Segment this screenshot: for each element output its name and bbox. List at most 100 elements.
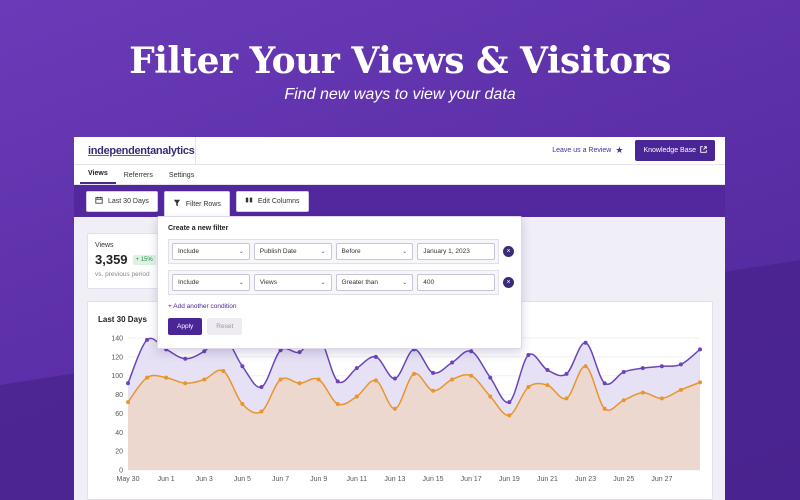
chevron-down-icon: ⌄ xyxy=(238,249,244,255)
chevron-down-icon: ⌄ xyxy=(402,249,408,255)
data-point xyxy=(354,366,359,371)
data-point xyxy=(659,364,664,369)
filter-panel-title: Create a new filter xyxy=(168,225,229,232)
app-window: independent analytics Leave us a Review … xyxy=(74,137,725,500)
chevron-down-icon: ⌄ xyxy=(320,249,326,255)
y-tick-label: 0 xyxy=(119,468,123,475)
x-tick-label: Jun 15 xyxy=(423,476,444,483)
data-point xyxy=(278,348,283,353)
x-tick-label: Jun 3 xyxy=(196,476,213,483)
data-point xyxy=(583,364,588,369)
column-select[interactable]: Views ⌄ xyxy=(253,274,332,291)
data-point xyxy=(602,381,607,386)
data-point xyxy=(659,396,664,401)
filter-actions: Apply Reset xyxy=(168,318,511,335)
hero-subtitle: Find new ways to view your data xyxy=(284,86,516,103)
data-point xyxy=(392,376,397,381)
toolbar: Last 30 Days Filter Rows Edit Columns xyxy=(74,185,725,217)
stat-value: 3,359 xyxy=(95,252,128,267)
data-point xyxy=(240,402,245,406)
logo[interactable]: independent analytics xyxy=(74,137,196,165)
data-point xyxy=(640,390,645,395)
column-value: Publish Date xyxy=(259,248,297,255)
x-tick-label: Jun 17 xyxy=(461,476,482,483)
chevron-down-icon: ⌄ xyxy=(402,280,408,286)
data-point xyxy=(583,340,588,345)
filter-rows-button[interactable]: Filter Rows xyxy=(163,190,230,217)
data-point xyxy=(221,369,226,373)
top-bar: independent analytics Leave us a Review … xyxy=(74,137,725,165)
data-point xyxy=(373,378,378,383)
y-tick-label: 60 xyxy=(115,411,123,418)
data-point xyxy=(412,371,416,376)
remove-icon[interactable]: × xyxy=(503,277,514,288)
data-point xyxy=(164,375,169,380)
x-tick-label: May 30 xyxy=(117,476,140,483)
data-point xyxy=(488,394,493,399)
value-input[interactable]: 400 xyxy=(417,274,495,291)
remove-icon[interactable]: × xyxy=(503,246,514,257)
tab-settings[interactable]: Settings xyxy=(168,172,195,179)
data-point xyxy=(698,380,702,385)
data-point xyxy=(678,362,683,367)
tab-referrers[interactable]: Referrers xyxy=(123,172,153,179)
add-condition-link[interactable]: + Add another condition xyxy=(168,303,237,310)
data-point xyxy=(450,360,455,365)
knowledge-base-button[interactable]: Knowledge Base xyxy=(635,140,715,161)
data-point xyxy=(373,354,378,359)
operator-value: Greater than xyxy=(341,279,379,286)
change-badge: + 15% xyxy=(132,254,156,265)
data-point xyxy=(507,413,512,418)
data-point xyxy=(488,375,493,380)
data-point xyxy=(545,368,550,373)
reset-button[interactable]: Reset xyxy=(207,318,243,335)
filter-row: Include ⌄ Publish Date ⌄ Before ⌄ January 1… xyxy=(168,239,514,264)
series-area-1 xyxy=(128,366,700,470)
data-point xyxy=(126,381,130,386)
data-point xyxy=(316,377,321,382)
column-value: Views xyxy=(259,279,277,286)
x-tick-label: Jun 25 xyxy=(613,476,634,483)
data-point xyxy=(259,385,264,390)
data-point xyxy=(469,373,474,378)
chevron-down-icon: ⌄ xyxy=(238,280,244,286)
y-tick-label: 20 xyxy=(115,449,123,456)
chart-title: Last 30 Days xyxy=(98,315,147,324)
tab-views[interactable]: Views xyxy=(80,170,116,184)
column-select[interactable]: Publish Date ⌄ xyxy=(253,243,332,260)
mode-select[interactable]: Include ⌄ xyxy=(172,243,250,260)
apply-button[interactable]: Apply xyxy=(168,318,203,335)
operator-select[interactable]: Greater than ⌄ xyxy=(335,274,414,291)
filter-row: Include ⌄ Views ⌄ Greater than ⌄ 400 × xyxy=(168,270,514,295)
y-tick-label: 100 xyxy=(111,373,123,380)
data-point xyxy=(507,400,512,405)
value-text: January 1, 2023 xyxy=(423,248,470,255)
y-tick-label: 40 xyxy=(115,430,123,437)
data-point xyxy=(278,377,283,382)
x-tick-label: Jun 9 xyxy=(310,476,327,483)
y-tick-label: 120 xyxy=(111,354,123,361)
hero-title: Filter Your Views & Visitors xyxy=(129,40,671,82)
calendar-icon xyxy=(95,196,103,206)
edit-columns-button[interactable]: Edit Columns xyxy=(235,190,309,212)
operator-select[interactable]: Before ⌄ xyxy=(335,243,414,260)
data-point xyxy=(335,402,340,406)
value-text: 400 xyxy=(423,279,435,286)
data-point xyxy=(183,381,188,386)
date-range-button[interactable]: Last 30 Days xyxy=(86,190,158,212)
value-input[interactable]: January 1, 2023 xyxy=(417,243,495,260)
filter-rows-label: Filter Rows xyxy=(185,200,221,208)
filter-panel: Create a new filter Include ⌄ Publish Dat… xyxy=(157,216,522,349)
stat-value-row: 3,359 + 15% xyxy=(95,252,179,267)
data-point xyxy=(621,398,626,403)
data-point xyxy=(145,337,150,342)
x-tick-label: Jun 7 xyxy=(272,476,289,483)
operator-value: Before xyxy=(341,248,361,255)
x-tick-label: Jun 1 xyxy=(158,476,175,483)
mode-select[interactable]: Include ⌄ xyxy=(172,274,250,291)
x-tick-label: Jun 11 xyxy=(347,476,368,483)
x-tick-label: Jun 13 xyxy=(384,476,405,483)
x-tick-label: Jun 23 xyxy=(575,476,596,483)
review-link[interactable]: Leave us a Review ★ xyxy=(552,145,623,156)
mode-value: Include xyxy=(178,279,199,286)
